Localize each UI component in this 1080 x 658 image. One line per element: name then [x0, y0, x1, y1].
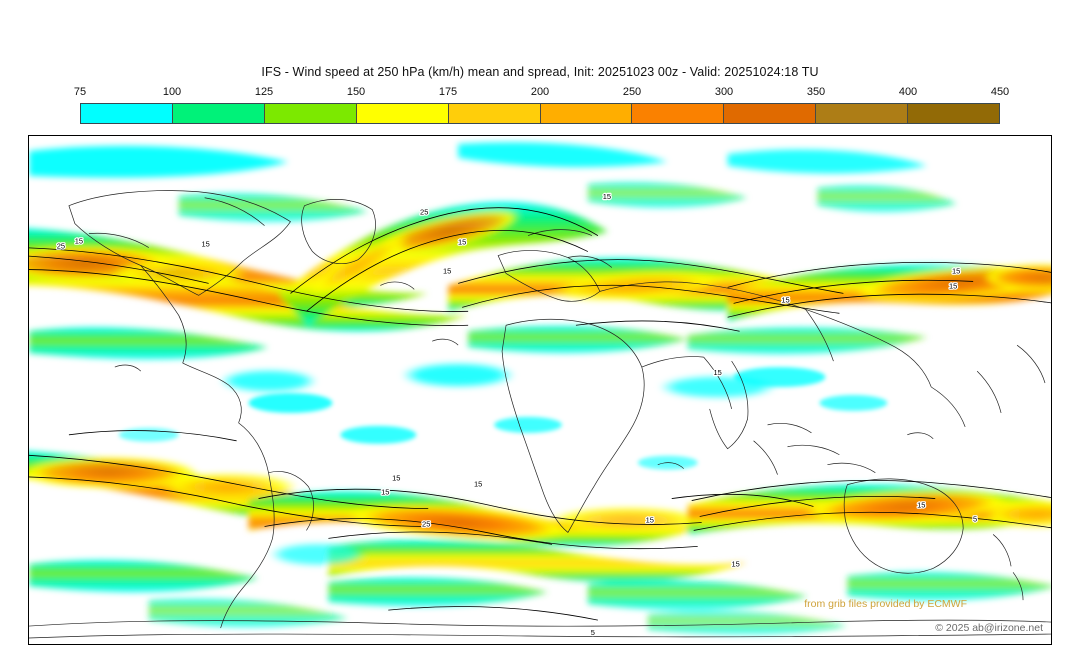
contour-label: 25: [420, 208, 428, 217]
colorbar-segment-75-100: [81, 104, 173, 123]
contour-label: 5: [591, 628, 595, 637]
contour-label: 15: [75, 237, 83, 246]
contour-label: 15: [713, 368, 721, 377]
spread-contours: [29, 207, 1051, 621]
contour-label: 25: [57, 242, 65, 251]
colorbar-tick-75: 75: [73, 86, 87, 98]
colorbar-tick-200: 200: [530, 86, 550, 98]
contour-label: 15: [731, 559, 739, 568]
contour-label: 15: [952, 266, 960, 275]
contour-label: 15: [949, 281, 957, 290]
colorbar-tick-250: 250: [622, 86, 642, 98]
colorbar-segment-250-300: [632, 104, 725, 123]
map-panel[interactable]: 25 15 15 25 15 15 15 15 15 15 15 15 25 15 15 15 15 15 5 5 f…: [28, 135, 1052, 645]
contour-label: 15: [458, 238, 466, 247]
colorbar-segment-350-400: [816, 104, 909, 123]
colorbar-tick-300: 300: [714, 86, 734, 98]
colorbar-tick-350: 350: [806, 86, 826, 98]
contour-label: 15: [201, 240, 209, 249]
colorbar-tick-labels: 75 100 125 150 175 200 250 300 350 400 450: [74, 86, 1009, 102]
colorbar-tick-400: 400: [898, 86, 918, 98]
colorbar-gradient: [80, 103, 1000, 124]
contour-label: 15: [603, 192, 611, 201]
contour-label: 15: [392, 474, 400, 483]
contour-label: 5: [973, 514, 977, 523]
wind-shading-southern: [29, 451, 1051, 635]
colorbar: 75 100 125 150 175 200 250 300 350 400 450: [74, 86, 1009, 124]
colorbar-tick-100: 100: [162, 86, 182, 98]
contour-label: 15: [917, 501, 925, 510]
colorbar-segment-175-200: [448, 104, 541, 123]
contour-label: 15: [474, 480, 482, 489]
contour-label: 15: [443, 266, 451, 275]
colorbar-segment-300-350: [724, 104, 817, 123]
contour-label: 15: [781, 295, 789, 304]
wind-shading-northern: [29, 142, 1051, 399]
colorbar-segment-200-250: [540, 104, 633, 123]
contour-label: 15: [381, 488, 389, 497]
coastlines: [29, 190, 1051, 639]
colorbar-tick-125: 125: [254, 86, 274, 98]
colorbar-tick-175: 175: [438, 86, 458, 98]
colorbar-tick-150: 150: [346, 86, 366, 98]
colorbar-segment-150-175: [356, 104, 449, 123]
contour-label: 25: [422, 519, 430, 528]
colorbar-segment-400-450: [908, 104, 1000, 123]
page-title: IFS - Wind speed at 250 hPa (km/h) mean …: [261, 65, 819, 79]
colorbar-segment-100-125: [172, 104, 265, 123]
contour-label: 15: [646, 515, 654, 524]
colorbar-segment-125-150: [264, 104, 357, 123]
colorbar-tick-450: 450: [990, 86, 1010, 98]
